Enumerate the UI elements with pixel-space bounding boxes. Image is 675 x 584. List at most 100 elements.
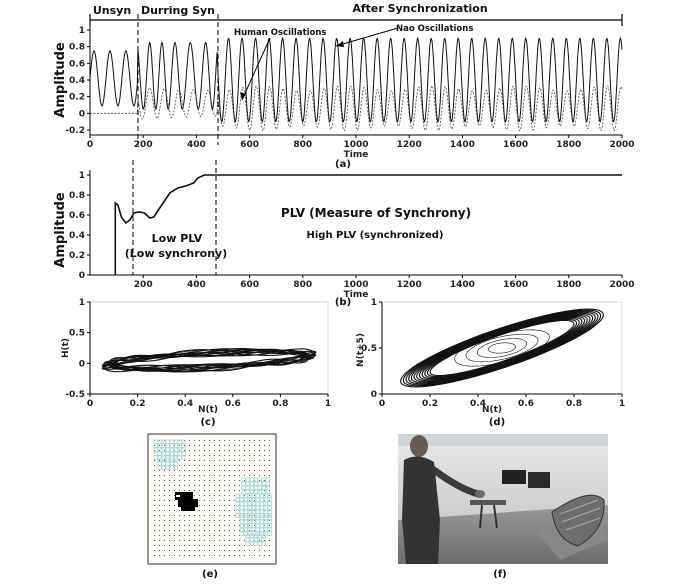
- grid-dot: [269, 520, 270, 521]
- grid-dot: [244, 515, 245, 516]
- grid-dot: [264, 475, 265, 476]
- grid-cell: [253, 537, 258, 542]
- panel-c: 10.50-0.5 0 0.2 0.4 0.6 0.8 1 H(t) N(t) (c): [61, 298, 331, 428]
- attractor-loop: [418, 315, 586, 381]
- grid-cell: [161, 451, 166, 456]
- grid-dot: [264, 465, 265, 466]
- grid-dot: [234, 500, 235, 501]
- grid-dot: [184, 555, 185, 556]
- grid-dot: [154, 445, 155, 446]
- grid-cell: [267, 515, 272, 520]
- panel-a-x-tick-label: 2000: [609, 140, 634, 150]
- grid-cell: [249, 489, 254, 494]
- grid-cell: [243, 493, 248, 498]
- grid-dot: [254, 465, 255, 466]
- grid-dot: [199, 445, 200, 446]
- grid-dot: [259, 470, 260, 471]
- grid-cell: [265, 489, 270, 494]
- grid-dot: [209, 440, 210, 441]
- grid-dot: [254, 475, 255, 476]
- grid-dot: [209, 465, 210, 466]
- grid-dot: [154, 470, 155, 471]
- grid-cell: [243, 501, 248, 506]
- panel-d-x-tick-label: 0.6: [518, 399, 534, 409]
- grid-cell: [177, 443, 182, 448]
- grid-cell: [261, 477, 266, 482]
- attractor-loop: [421, 316, 583, 380]
- grid-cell: [243, 527, 248, 532]
- panel-a-y-tick-label: 1: [79, 26, 85, 36]
- grid-dot: [229, 475, 230, 476]
- grid-cell: [177, 455, 182, 460]
- grid-dot: [204, 445, 205, 446]
- grid-dot: [154, 535, 155, 536]
- grid-dot: [179, 525, 180, 526]
- grid-cell: [235, 501, 240, 506]
- grid-dot: [174, 500, 175, 501]
- grid-dot: [159, 535, 160, 536]
- grid-cell: [235, 513, 240, 518]
- grid-dot: [214, 550, 215, 551]
- grid-dot: [189, 525, 190, 526]
- grid-dot: [204, 475, 205, 476]
- grid-dot: [199, 520, 200, 521]
- grid-cell: [161, 461, 166, 466]
- grid-dot: [164, 535, 165, 536]
- grid-cell: [263, 519, 268, 524]
- grid-dot: [154, 495, 155, 496]
- panel-d-x-tick-label: 0: [379, 399, 385, 409]
- grid-cell: [247, 493, 252, 498]
- grid-dot: [234, 490, 235, 491]
- panel-d: 1 0.5 0 0 0.2 0.4 0.6 0.8 1 N(t+5) N(t) (d): [356, 298, 625, 428]
- panel-b-y-tick-label: 0: [79, 271, 85, 281]
- annotation-nao: Nao Oscillations: [396, 24, 473, 34]
- grid-dot: [199, 440, 200, 441]
- grid-dot: [219, 440, 220, 441]
- panel-d-caption: (d): [489, 417, 505, 428]
- grid-cell: [161, 439, 166, 444]
- grid-dot: [154, 525, 155, 526]
- grid-dot: [209, 540, 210, 541]
- grid-cell: [169, 461, 174, 466]
- grid-dot: [169, 470, 170, 471]
- grid-dot: [174, 470, 175, 471]
- grid-cell: [247, 523, 252, 528]
- grid-dot: [234, 485, 235, 486]
- grid-dot: [249, 530, 250, 531]
- grid-dot: [184, 535, 185, 536]
- grid-dot: [249, 525, 250, 526]
- grid-dot: [219, 545, 220, 546]
- grid-dot: [244, 540, 245, 541]
- panel-a-y-tick-label: 0.4: [69, 76, 85, 86]
- grid-dot: [254, 480, 255, 481]
- grid-map-cyan-region: [153, 439, 272, 546]
- grid-dot: [194, 515, 195, 516]
- grid-dot: [174, 525, 175, 526]
- panel-e-caption: (e): [202, 569, 218, 580]
- grid-dot: [219, 495, 220, 496]
- panel-d-ylabel: N(t+5): [356, 333, 366, 367]
- grid-cell: [257, 537, 262, 542]
- grid-dot: [224, 510, 225, 511]
- grid-dot: [209, 445, 210, 446]
- attractor-loop: [410, 312, 594, 384]
- grid-cell: [249, 533, 254, 538]
- panel-b-y-tick-label: 0.6: [69, 211, 85, 221]
- photo-chair: [479, 504, 498, 529]
- grid-cell: [267, 531, 272, 536]
- grid-cell: [255, 497, 260, 502]
- grid-cell: [161, 457, 166, 462]
- grid-dot: [154, 510, 155, 511]
- panel-b-x-tick-label: 1000: [343, 280, 368, 290]
- grid-dot: [214, 450, 215, 451]
- grid-dot: [169, 475, 170, 476]
- grid-dot: [179, 490, 180, 491]
- grid-dot: [164, 445, 165, 446]
- attractor-loop: [465, 333, 539, 363]
- grid-dot: [164, 460, 165, 461]
- grid-dot: [159, 520, 160, 521]
- grid-cell: [165, 451, 170, 456]
- grid-dot: [224, 445, 225, 446]
- grid-dot: [234, 535, 235, 536]
- grid-dot: [259, 445, 260, 446]
